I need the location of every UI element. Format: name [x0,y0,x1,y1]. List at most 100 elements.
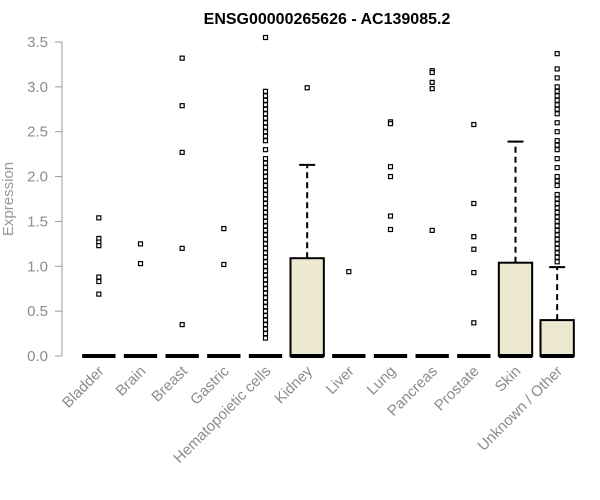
y-tick-label: 0.5 [27,303,48,320]
outlier-point [554,200,560,207]
outlier-point [262,268,269,274]
outlier-point [554,191,560,198]
outlier-point [554,214,560,220]
box [539,319,575,358]
outlier-point [262,227,269,233]
x-tick-label: Lung [364,363,400,399]
outlier-point [262,330,269,337]
box-group [539,51,575,358]
outlier-point [262,299,269,305]
outlier-point [179,322,185,328]
outlier-point [554,142,560,148]
outlier-point [96,215,102,221]
outlier-point [137,241,144,247]
outlier-point [96,243,102,249]
outlier-point [96,278,102,285]
outlier-point [262,102,269,108]
outlier-point [554,102,560,108]
outlier-point [554,147,560,153]
outlier-point [262,160,269,166]
box-group [289,85,325,358]
outlier-point [262,191,269,198]
outlier-point [262,263,269,269]
outlier-point [262,326,269,332]
y-tick-label: 1.5 [27,213,48,230]
box-group [457,121,491,358]
box-group [123,241,158,358]
outlier-point [262,335,269,341]
outlier-point [262,156,269,162]
outlier-point [554,259,560,265]
outlier-point [262,205,269,211]
outlier-point [262,196,269,202]
outlier-point [262,182,269,189]
x-tick-label: Kidney [272,362,317,407]
outlier-point [554,84,560,90]
box-group [332,269,366,358]
outlier-point [179,103,185,109]
outlier-point [262,187,269,193]
outlier-point [554,111,560,117]
y-tick-label: 0.0 [27,348,48,365]
y-tick-label: 2.0 [27,169,48,186]
y-tick-label: 3.5 [27,34,48,51]
outlier-point [137,260,144,267]
y-axis: 0.0 0.5 1.0 1.5 2.0 2.5 3.0 3.5 [27,34,63,365]
outlier-point [554,254,560,260]
outlier-point [262,106,269,112]
outlier-point [554,93,560,99]
outlier-point [262,88,269,94]
outlier-point [554,75,560,81]
outlier-point [554,106,560,112]
outlier-point [554,227,560,233]
outlier-point [262,223,269,229]
outlier-point [554,223,560,229]
outlier-point [262,304,269,310]
outlier-point [262,209,269,216]
outlier-point [262,115,269,121]
outlier-point [262,317,269,323]
outlier-point [262,124,269,130]
outlier-point [262,322,269,328]
outlier-point [554,205,560,211]
outlier-point [554,218,560,225]
outlier-point [262,214,269,220]
outlier-point [387,164,394,170]
outlier-point [346,269,352,275]
outlier-point [262,178,269,184]
outlier-point [554,129,560,135]
outlier-point [179,245,185,251]
outlier-point [262,245,269,251]
outlier-point [471,234,477,240]
outlier-point [262,169,269,175]
chart-title: ENSG00000265626 - AC139085.2 [204,11,451,28]
outlier-point [387,226,394,233]
outlier-point [429,69,435,76]
outlier-point [262,129,269,135]
x-tick-label: Brain [113,363,150,400]
outlier-point [387,213,394,219]
x-tick-label: Prostate [431,363,483,415]
outlier-point [262,250,269,256]
outlier-point [471,269,477,276]
outlier-point [554,51,560,57]
outlier-point [554,232,560,238]
outlier-point [387,173,394,180]
outlier-point [429,86,435,92]
outlier-point [554,138,560,144]
outlier-point [554,236,560,242]
outlier-point [471,121,477,128]
outlier-point [221,261,227,268]
outlier-point [262,286,269,292]
outlier-point [262,165,269,171]
outlier-point [262,295,269,301]
outlier-point [96,274,102,280]
outlier-point [554,245,560,251]
outlier-point [262,272,269,278]
outlier-point [221,226,227,232]
outlier-point [554,173,560,180]
outlier-point [429,79,435,85]
box-group [82,215,116,358]
